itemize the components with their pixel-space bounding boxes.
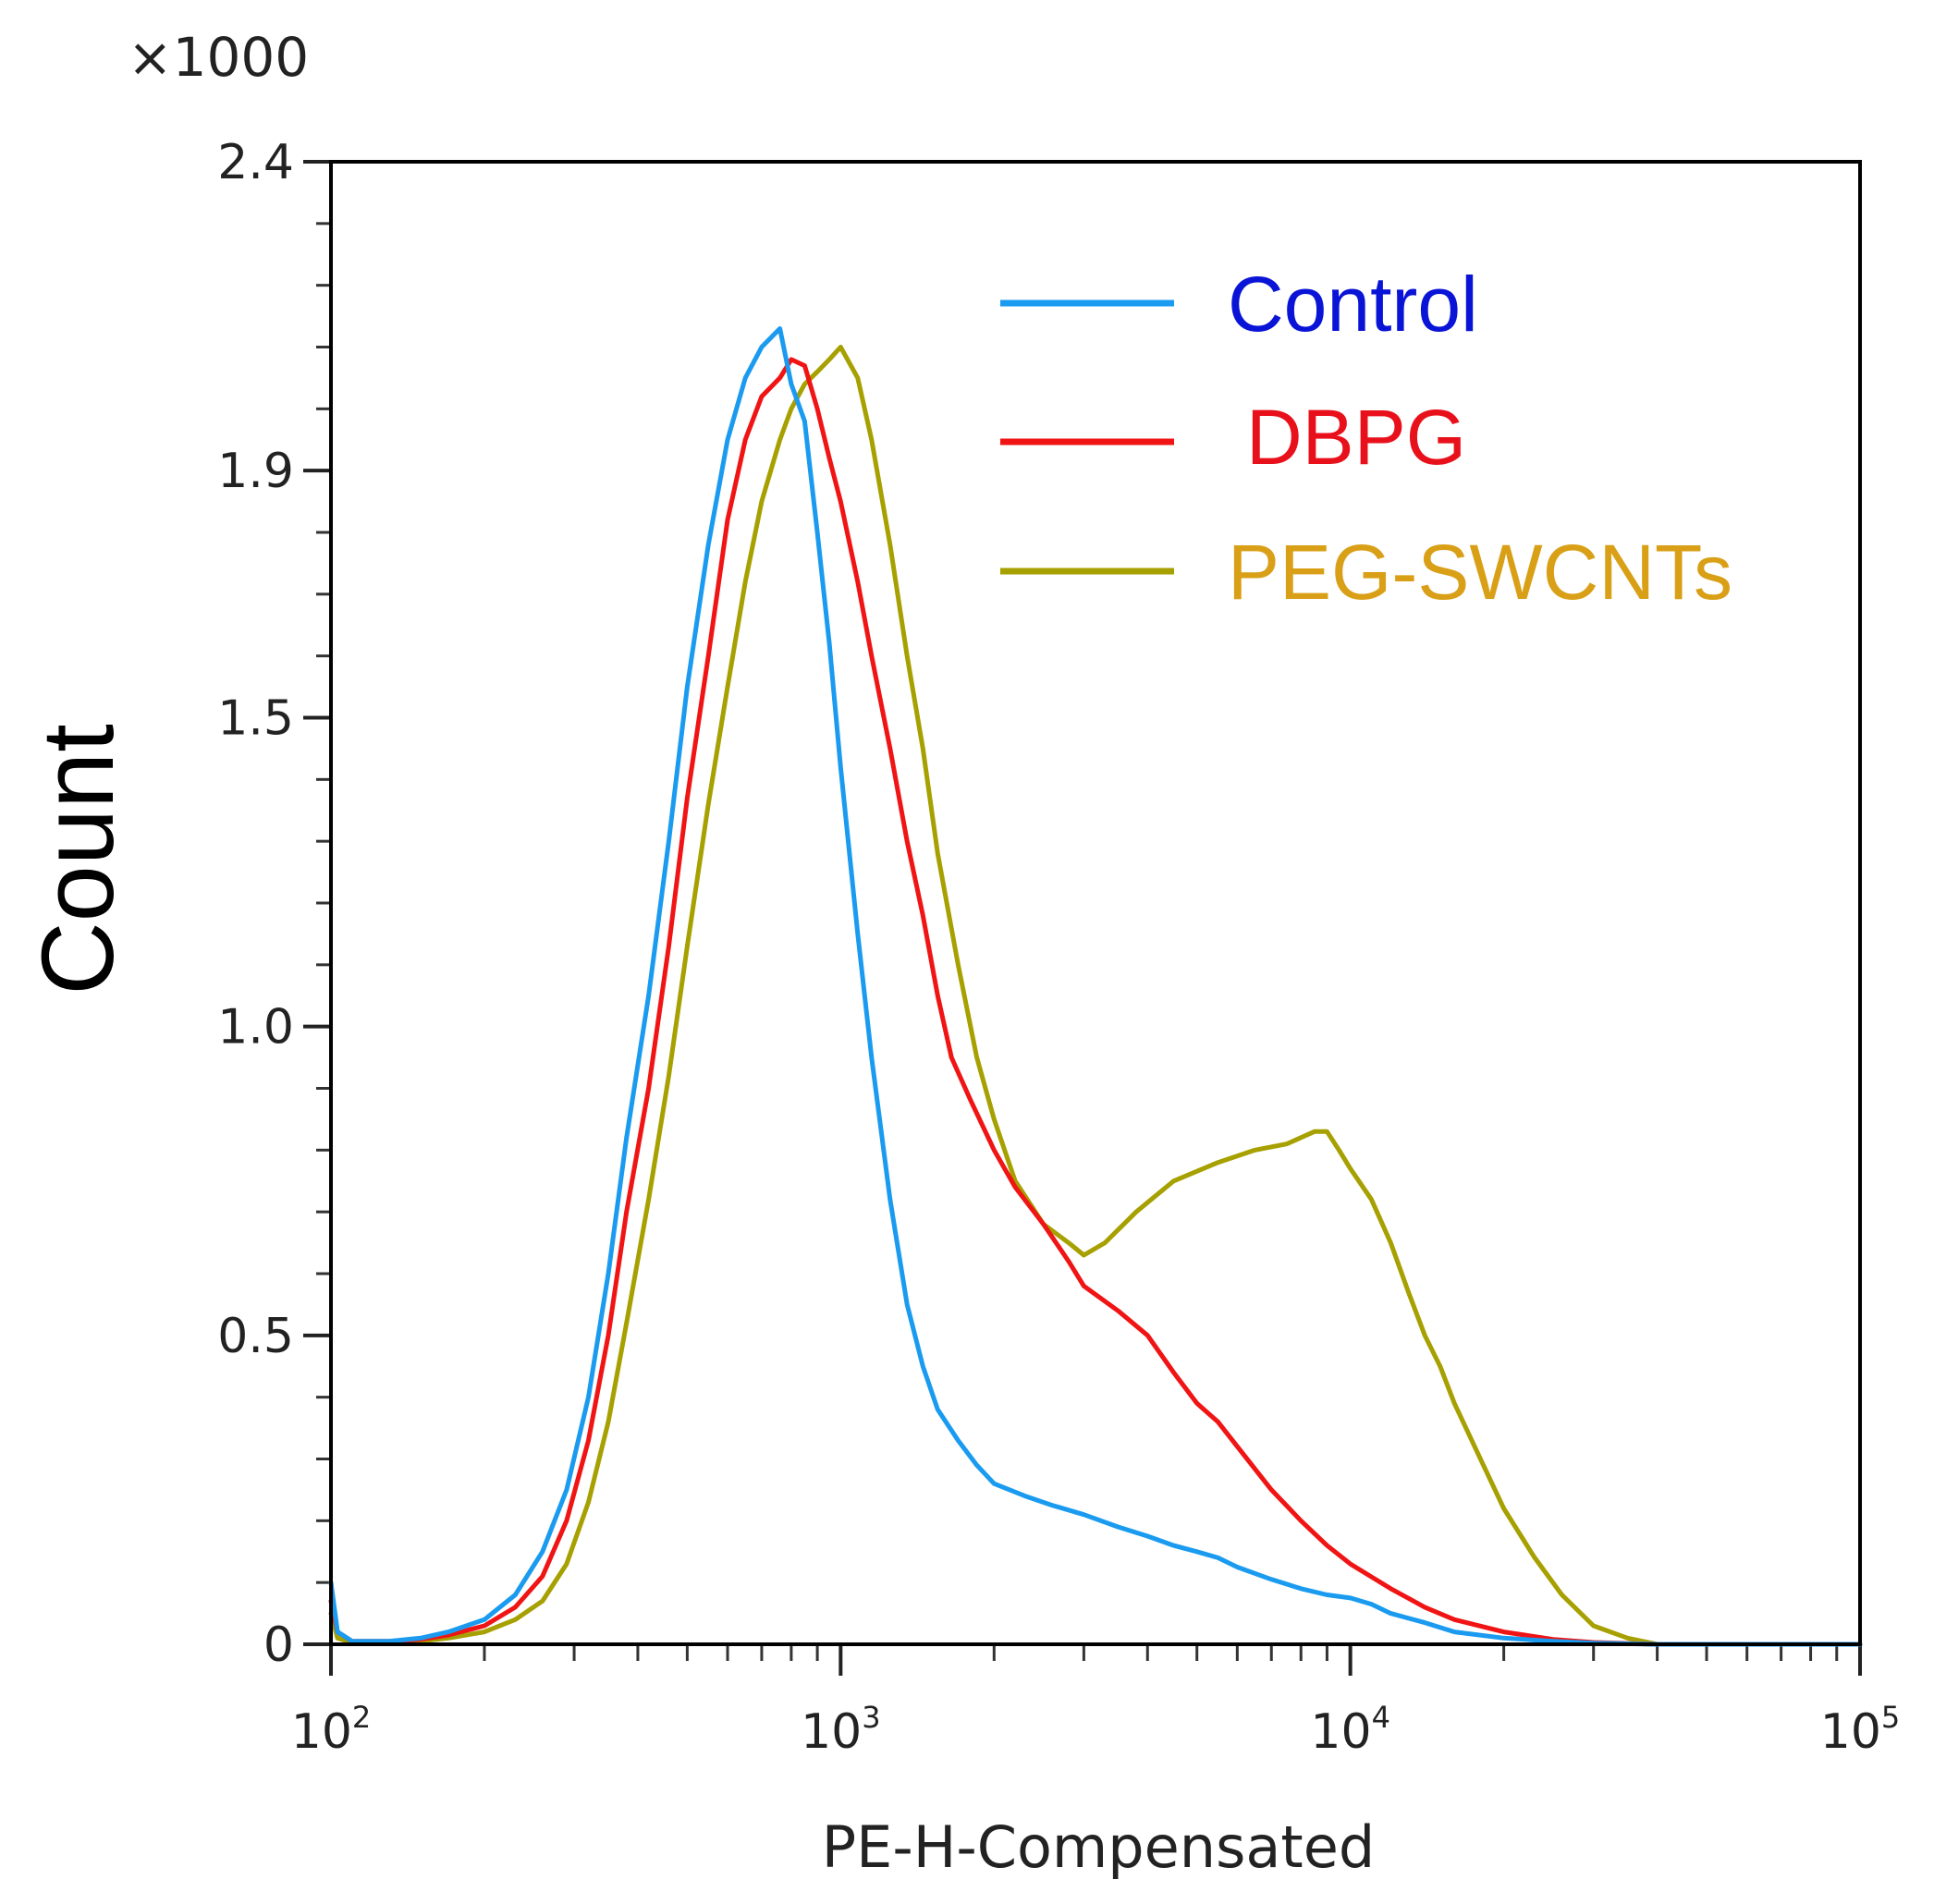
- y-tick-label: 1.5: [217, 691, 294, 747]
- series-line-peg-swcnts: [328, 345, 1863, 1647]
- y-tick-label: 0.5: [217, 1309, 294, 1364]
- y-multiplier: ×1000: [128, 26, 309, 89]
- x-tick-label: 104: [1310, 1700, 1390, 1760]
- y-tick-label: 1.9: [217, 444, 294, 499]
- legend-label-peg-swcnts: PEG-SWCNTs: [1228, 529, 1732, 616]
- y-tick-label: 1.0: [217, 1000, 294, 1056]
- x-tick-base: 10: [801, 1704, 862, 1760]
- y-tick-label: 2.4: [217, 135, 294, 190]
- y-tick-label: 0: [263, 1617, 294, 1673]
- series-line-dbpg: [328, 357, 1863, 1647]
- x-tick-exponent: 4: [1372, 1700, 1390, 1735]
- series-lines: [328, 326, 1863, 1647]
- legend: Control DBPG PEG-SWCNTs: [1000, 261, 1732, 616]
- x-tick-base: 10: [1310, 1704, 1371, 1760]
- x-tick-exponent: 3: [862, 1700, 880, 1735]
- y-axis-ticks: 0 0.5 1.0 1.5 1.9 2.4: [217, 135, 331, 1673]
- x-axis-title: PE-H-Compensated: [822, 1813, 1375, 1881]
- legend-label-dbpg: DBPG: [1246, 394, 1466, 481]
- x-tick-label: 102: [291, 1700, 372, 1760]
- x-tick-base: 10: [291, 1704, 352, 1760]
- series-line-control: [328, 326, 1863, 1647]
- y-axis-title: Count: [21, 724, 135, 995]
- x-tick-base: 10: [1820, 1704, 1881, 1760]
- plot-frame: [329, 160, 1862, 1646]
- x-tick-exponent: 2: [352, 1700, 371, 1735]
- x-axis-ticks: 102 103 104 105: [291, 1644, 1901, 1760]
- x-tick-label: 105: [1820, 1700, 1901, 1760]
- legend-label-control: Control: [1228, 261, 1478, 348]
- x-tick-exponent: 5: [1881, 1700, 1900, 1735]
- x-tick-label: 103: [801, 1700, 881, 1760]
